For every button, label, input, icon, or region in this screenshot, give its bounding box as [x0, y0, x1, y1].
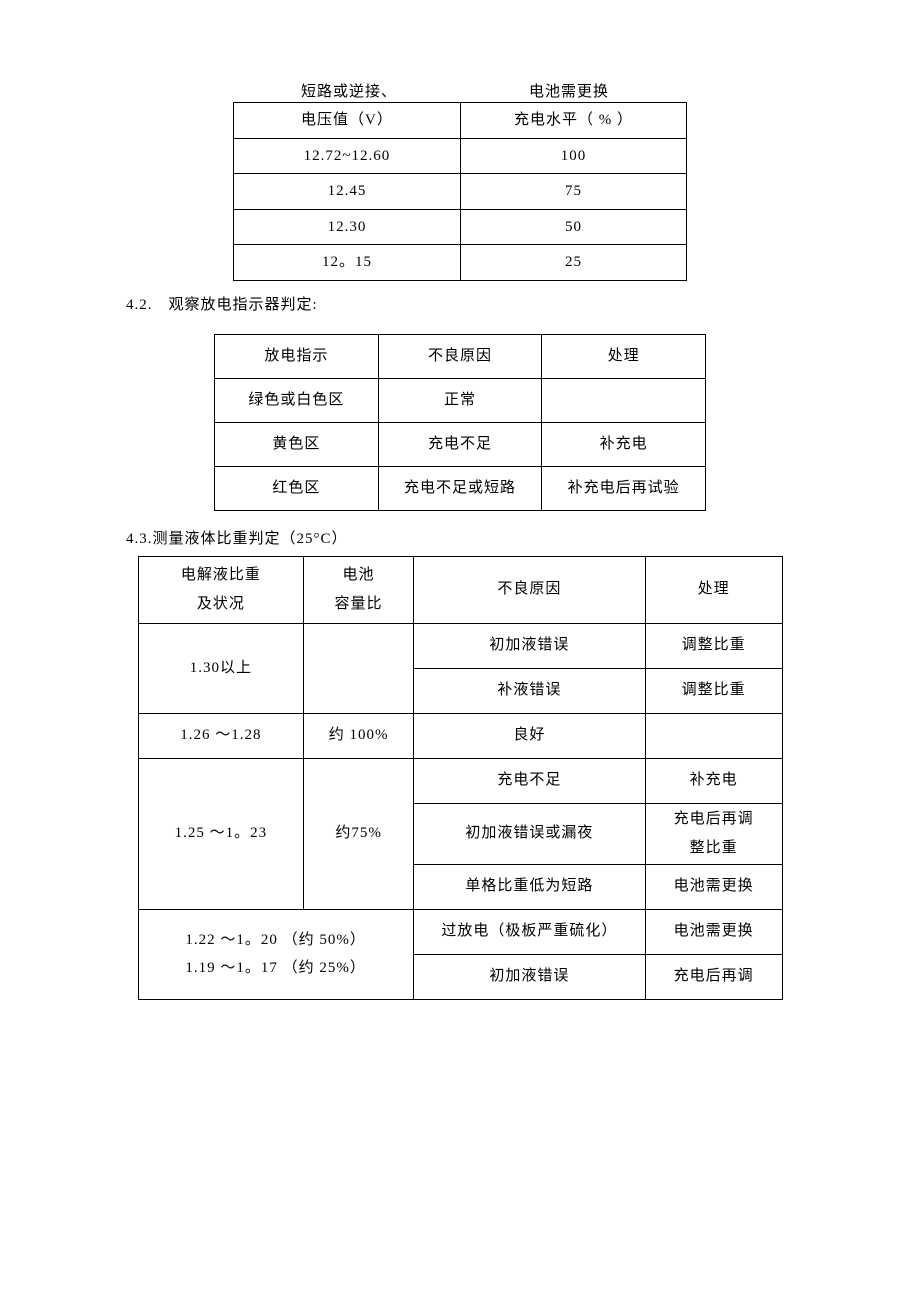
cell: 75 — [460, 174, 686, 210]
table-row: 12.45 75 — [234, 174, 687, 210]
table-row: 12.72~12.60 100 — [234, 138, 687, 174]
cell: 补充电后再试验 — [542, 466, 706, 510]
text-above-table1: 短路或逆接、 电池需更换 — [233, 82, 687, 102]
cell: 单格比重低为短路 — [413, 864, 645, 909]
table-row: 1.22 〜1。20 （约 50%） 1.19 〜1。17 （约 25%） 过放… — [138, 909, 782, 954]
cell: 黄色区 — [215, 422, 379, 466]
col-header: 处理 — [542, 334, 706, 378]
cell: 12.72~12.60 — [234, 138, 461, 174]
table-row: 12.30 50 — [234, 209, 687, 245]
cell: 1.25 〜1。23 — [138, 758, 304, 909]
table-row: 电压值（V） 充电水平（ % ） — [234, 103, 687, 139]
cell: 充电后再调 — [645, 954, 782, 999]
line-left: 短路或逆接、 — [233, 82, 459, 102]
table-row: 12。15 25 — [234, 245, 687, 281]
discharge-indicator-table: 放电指示 不良原因 处理 绿色或白色区 正常 黄色区 充电不足 补充电 红色区 … — [214, 334, 706, 511]
cell: 初加液错误 — [413, 954, 645, 999]
specific-gravity-table: 电解液比重及状况 电池容量比 不良原因 处理 1.30以上 初加液错误 调整比重… — [138, 556, 783, 1000]
cell: 红色区 — [215, 466, 379, 510]
cell: 正常 — [378, 378, 542, 422]
section-4-3-title: 4.3.测量液体比重判定（25°C） — [126, 523, 920, 556]
table-row: 1.26 〜1.28 约 100% 良好 — [138, 713, 782, 758]
col-header: 不良原因 — [378, 334, 542, 378]
cell: 100 — [460, 138, 686, 174]
cell: 初加液错误 — [413, 623, 645, 668]
cell: 初加液错误或漏夜 — [413, 803, 645, 864]
table-row: 绿色或白色区 正常 — [215, 378, 706, 422]
cell: 1.22 〜1。20 （约 50%） 1.19 〜1。17 （约 25%） — [138, 909, 413, 999]
cell-line: 1.22 〜1。20 （约 50%） — [145, 926, 407, 955]
table-row: 放电指示 不良原因 处理 — [215, 334, 706, 378]
cell: 电池需更换 — [645, 909, 782, 954]
cell — [304, 623, 414, 713]
cell: 过放电（极板严重硫化） — [413, 909, 645, 954]
cell: 补充电 — [645, 758, 782, 803]
cell: 充电不足 — [378, 422, 542, 466]
col-header: 充电水平（ % ） — [460, 103, 686, 139]
cell: 电池需更换 — [645, 864, 782, 909]
cell: 12。15 — [234, 245, 461, 281]
col-header: 处理 — [645, 556, 782, 623]
cell — [542, 378, 706, 422]
cell — [645, 713, 782, 758]
cell: 调整比重 — [645, 623, 782, 668]
col-header: 放电指示 — [215, 334, 379, 378]
voltage-charge-table: 电压值（V） 充电水平（ % ） 12.72~12.60 100 12.45 7… — [233, 102, 687, 281]
section-4-2-title: 4.2. 观察放电指示器判定: — [126, 289, 920, 322]
cell: 25 — [460, 245, 686, 281]
cell: 调整比重 — [645, 668, 782, 713]
col-header: 不良原因 — [413, 556, 645, 623]
col-header: 电池容量比 — [304, 556, 414, 623]
table-row: 1.30以上 初加液错误 调整比重 — [138, 623, 782, 668]
cell: 良好 — [413, 713, 645, 758]
cell: 绿色或白色区 — [215, 378, 379, 422]
cell: 12.30 — [234, 209, 461, 245]
cell: 充电不足 — [413, 758, 645, 803]
cell: 补充电 — [542, 422, 706, 466]
cell: 1.26 〜1.28 — [138, 713, 304, 758]
table-row: 红色区 充电不足或短路 补充电后再试验 — [215, 466, 706, 510]
cell-line: 1.19 〜1。17 （约 25%） — [145, 954, 407, 983]
cell: 充电不足或短路 — [378, 466, 542, 510]
cell: 补液错误 — [413, 668, 645, 713]
cell: 约 100% — [304, 713, 414, 758]
table-row: 电解液比重及状况 电池容量比 不良原因 处理 — [138, 556, 782, 623]
cell: 12.45 — [234, 174, 461, 210]
cell: 约75% — [304, 758, 414, 909]
cell: 1.30以上 — [138, 623, 304, 713]
table-row: 黄色区 充电不足 补充电 — [215, 422, 706, 466]
col-header: 电解液比重及状况 — [138, 556, 304, 623]
table-row: 1.25 〜1。23 约75% 充电不足 补充电 — [138, 758, 782, 803]
line-right: 电池需更换 — [459, 82, 679, 102]
col-header: 电压值（V） — [234, 103, 461, 139]
cell: 充电后再调整比重 — [645, 803, 782, 864]
cell: 50 — [460, 209, 686, 245]
